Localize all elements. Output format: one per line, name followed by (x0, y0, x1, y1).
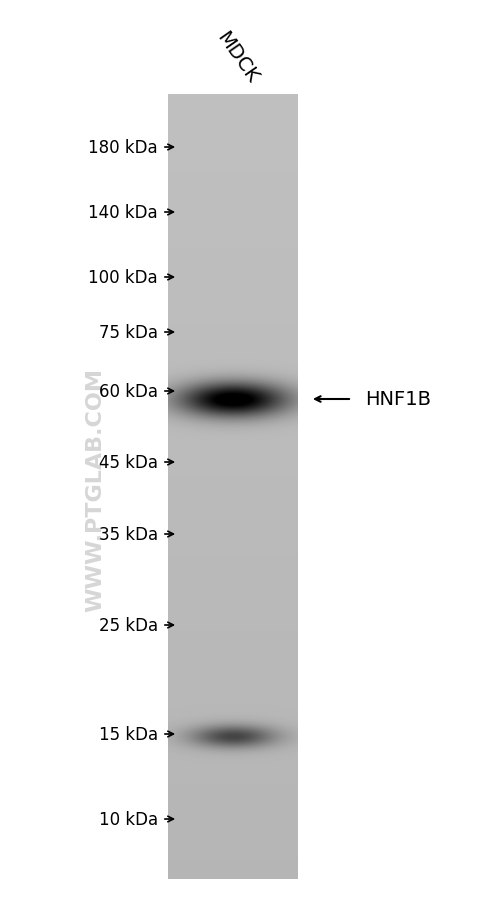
Bar (168, 95, 298, 879)
Text: 15 kDa: 15 kDa (99, 725, 158, 743)
Text: 140 kDa: 140 kDa (88, 204, 158, 222)
Text: 25 kDa: 25 kDa (99, 616, 158, 634)
Text: 180 kDa: 180 kDa (88, 139, 158, 157)
Text: 100 kDa: 100 kDa (88, 269, 158, 287)
Text: 75 kDa: 75 kDa (99, 324, 158, 342)
Text: MDCK: MDCK (213, 29, 262, 87)
Text: 10 kDa: 10 kDa (99, 810, 158, 828)
Text: 45 kDa: 45 kDa (99, 454, 158, 472)
Text: WWW.PTGLAB.COM: WWW.PTGLAB.COM (85, 368, 105, 612)
Text: 60 kDa: 60 kDa (99, 382, 158, 400)
Text: 35 kDa: 35 kDa (99, 526, 158, 543)
Text: HNF1B: HNF1B (365, 390, 431, 409)
